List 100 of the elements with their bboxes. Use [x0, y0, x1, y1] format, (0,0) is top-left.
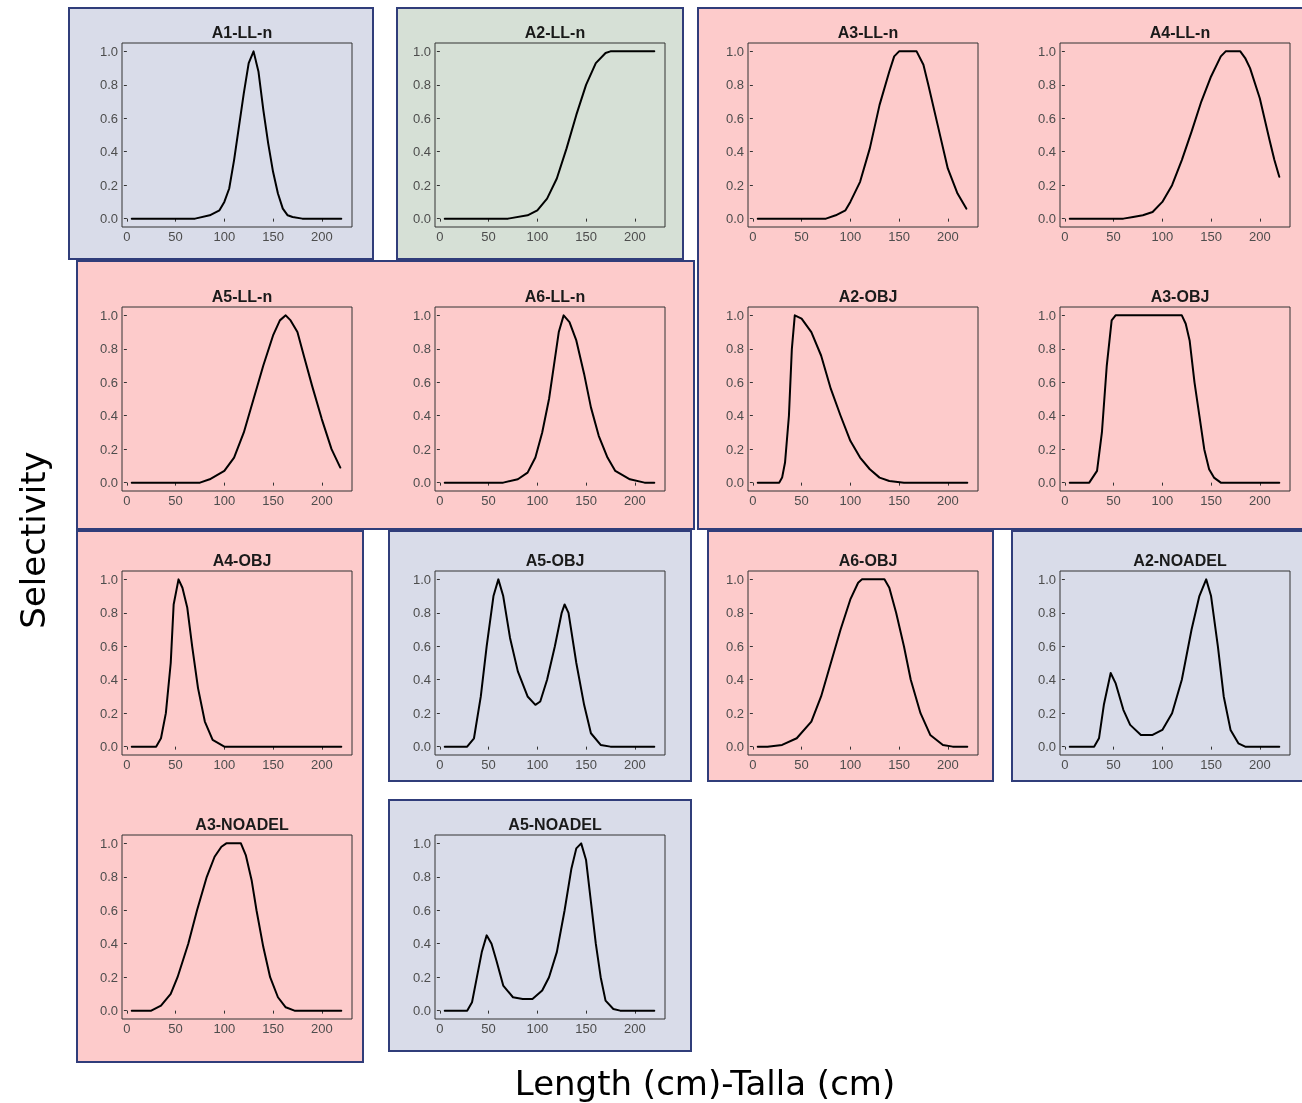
line-series [1068, 578, 1281, 748]
x-tick-label: 200 [936, 757, 959, 772]
chart-title: A6-LL-n [524, 287, 586, 305]
chart-title: A3-OBJ [1150, 287, 1210, 305]
y-tick-label: 0.0 [1037, 211, 1056, 227]
chart-title: A5-LL-n [211, 287, 273, 305]
x-tick-label: 50 [481, 493, 496, 508]
x-tick-label: 100 [839, 757, 862, 772]
y-tick-label: 0.2 [99, 177, 118, 193]
x-tick-label: 50 [1106, 493, 1121, 508]
x-tick-label: 100 [1151, 757, 1174, 772]
x-tick-label: 50 [1106, 229, 1121, 244]
x-tick-label: 100 [526, 493, 549, 508]
y-tick-label: 1.0 [725, 307, 744, 323]
x-axis-title: Length (cm)-Talla (cm) [514, 1063, 896, 1103]
x-tick-label: 200 [310, 229, 333, 244]
x-tick-label: 100 [213, 1021, 236, 1036]
x-tick-label: 200 [1248, 757, 1271, 772]
y-tick-label: 0.2 [99, 969, 118, 985]
x-tick-label: 200 [623, 493, 646, 508]
y-tick-label: 0.2 [412, 705, 431, 721]
y-tick-label: 0.0 [1037, 475, 1056, 491]
y-tick-label: 0.8 [1037, 341, 1056, 357]
x-tick-label: 0 [123, 757, 131, 772]
line-series [756, 578, 969, 748]
y-tick-label: 0.0 [725, 475, 744, 491]
x-tick-label: 100 [213, 229, 236, 244]
y-tick-label: 0.2 [99, 705, 118, 721]
x-tick-label: 150 [575, 229, 597, 244]
y-tick-label: 1.0 [412, 571, 431, 587]
line-series [443, 50, 656, 220]
x-tick-label: 0 [123, 493, 131, 508]
y-tick-label: 0.2 [412, 969, 431, 985]
y-tick-label: 0.8 [1037, 77, 1056, 93]
y-tick-label: 0.0 [412, 475, 431, 491]
line-series [756, 50, 968, 220]
y-tick-label: 1.0 [725, 571, 744, 587]
y-tick-label: 0.6 [412, 374, 431, 390]
chart-title: A2-OBJ [838, 287, 898, 305]
line-series [1068, 50, 1281, 220]
line-series [130, 578, 343, 748]
x-tick-label: 50 [168, 229, 183, 244]
y-tick-label: 0.8 [412, 341, 431, 357]
line-series [130, 842, 343, 1012]
y-tick-label: 0.0 [412, 1003, 431, 1019]
y-tick-label: 0.0 [1037, 739, 1056, 755]
x-tick-label: 150 [575, 1021, 597, 1036]
x-tick-label: 50 [168, 493, 183, 508]
y-tick-label: 1.0 [1037, 43, 1056, 59]
y-tick-label: 0.6 [1037, 374, 1056, 390]
x-tick-label: 200 [310, 757, 333, 772]
y-tick-label: 0.6 [412, 638, 431, 654]
y-tick-label: 0.2 [412, 441, 431, 457]
chart-title: A3-NOADEL [195, 815, 289, 833]
y-tick-label: 0.0 [725, 739, 744, 755]
y-tick-label: 0.0 [725, 211, 744, 227]
chart-title: A2-LL-n [524, 23, 586, 41]
x-tick-label: 100 [213, 493, 236, 508]
x-tick-label: 50 [481, 1021, 496, 1036]
x-tick-label: 150 [1200, 229, 1222, 244]
x-tick-label: 200 [310, 1021, 333, 1036]
x-tick-label: 0 [1061, 757, 1069, 772]
y-tick-label: 0.4 [1037, 144, 1056, 160]
x-tick-label: 200 [623, 229, 646, 244]
x-tick-label: 50 [1106, 757, 1121, 772]
y-tick-label: 0.2 [1037, 705, 1056, 721]
x-tick-label: 100 [526, 1021, 549, 1036]
y-tick-label: 1.0 [1037, 307, 1056, 323]
x-tick-label: 50 [794, 229, 809, 244]
y-tick-label: 0.2 [725, 441, 744, 457]
y-tick-label: 0.4 [725, 408, 744, 424]
y-tick-label: 0.2 [725, 705, 744, 721]
y-tick-label: 0.8 [99, 605, 118, 621]
x-tick-label: 50 [794, 493, 809, 508]
x-tick-label: 50 [168, 1021, 183, 1036]
x-tick-label: 50 [481, 757, 496, 772]
y-tick-label: 0.8 [725, 605, 744, 621]
y-tick-label: 0.6 [725, 638, 744, 654]
y-tick-label: 1.0 [99, 835, 118, 851]
x-tick-label: 100 [526, 757, 549, 772]
line-series [756, 314, 969, 484]
x-tick-label: 150 [262, 229, 284, 244]
line-series [443, 314, 656, 484]
chart-title: A4-LL-n [1149, 23, 1211, 41]
y-tick-label: 1.0 [99, 43, 118, 59]
y-tick-label: 0.6 [99, 110, 118, 126]
y-tick-label: 0.0 [99, 211, 118, 227]
y-tick-label: 0.2 [1037, 177, 1056, 193]
y-tick-label: 0.4 [725, 672, 744, 688]
y-tick-label: 0.4 [99, 408, 118, 424]
x-tick-label: 100 [213, 757, 236, 772]
x-tick-label: 200 [623, 757, 646, 772]
y-tick-label: 0.2 [412, 177, 431, 193]
y-tick-label: 0.8 [412, 605, 431, 621]
chart-title: A2-NOADEL [1133, 551, 1227, 569]
x-tick-label: 150 [1200, 757, 1222, 772]
chart-title: A4-OBJ [212, 551, 272, 569]
y-tick-label: 0.8 [99, 869, 118, 885]
y-tick-label: 0.6 [1037, 638, 1056, 654]
y-tick-label: 0.2 [1037, 441, 1056, 457]
